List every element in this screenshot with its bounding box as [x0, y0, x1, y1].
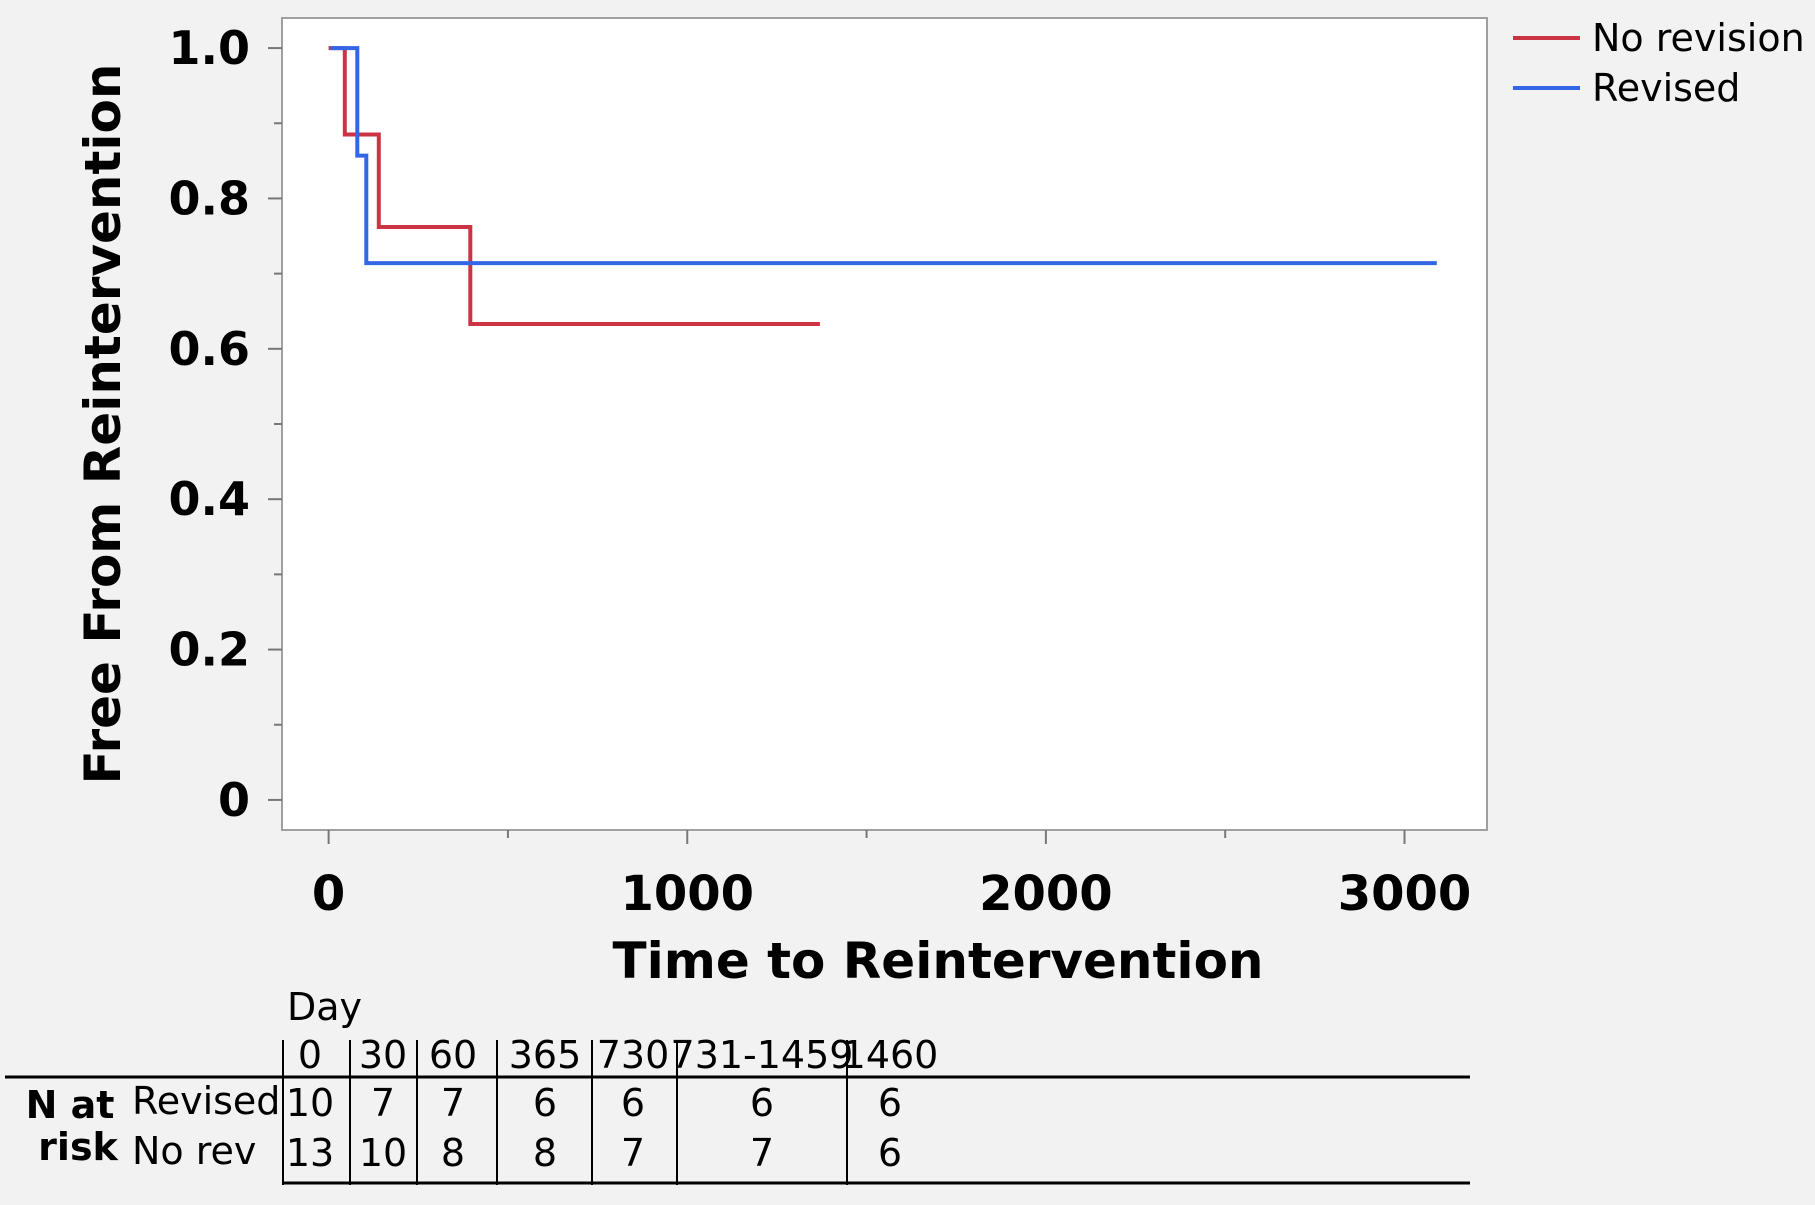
risk-cell: 7 [621, 1131, 645, 1175]
risk-column-header: 0 [298, 1033, 322, 1077]
series-layer [328, 46, 1437, 326]
risk-header-label: Day [287, 985, 362, 1029]
y-tick-label: 1.0 [169, 21, 251, 75]
risk-cell: 7 [441, 1081, 465, 1125]
x-axis: 0 1000 2000 3000 [312, 830, 1471, 922]
x-tick-label: 3000 [1338, 866, 1472, 922]
risk-cell: 13 [286, 1131, 334, 1175]
risk-row-label: No rev [132, 1129, 256, 1173]
risk-column-header: 731-1459 [671, 1033, 854, 1077]
risk-cell: 10 [359, 1131, 407, 1175]
risk-column-header: 365 [509, 1033, 582, 1077]
legend-label: Revised [1592, 66, 1740, 110]
risk-cell: 10 [286, 1081, 334, 1125]
risk-cell: 7 [371, 1081, 395, 1125]
y-tick-label: 0.2 [169, 623, 251, 677]
risk-cell: 7 [750, 1131, 774, 1175]
x-tick-label: 2000 [979, 866, 1113, 922]
risk-cell: 6 [621, 1081, 645, 1125]
y-axis: 0 0.2 0.4 0.6 0.8 1.0 [169, 21, 282, 827]
legend-label: No revision [1592, 16, 1805, 60]
legend: No revision Revised [1513, 16, 1805, 110]
y-tick-label: 0 [218, 773, 250, 827]
x-tick-label: 1000 [620, 866, 754, 922]
series-line-no-revision [328, 46, 820, 326]
series-line-revised [330, 46, 1437, 266]
risk-cell: 8 [441, 1131, 465, 1175]
risk-column-header: 730 [597, 1033, 670, 1077]
risk-column-header: 60 [429, 1033, 477, 1077]
risk-title: N at [26, 1083, 115, 1127]
risk-cell: 6 [750, 1081, 774, 1125]
y-tick-label: 0.6 [169, 322, 251, 376]
risk-cell: 6 [878, 1081, 902, 1125]
risk-column-header: 1460 [842, 1033, 939, 1077]
x-tick-label: 0 [312, 866, 345, 922]
y-axis-title: Free From Reintervention [74, 63, 132, 784]
risk-cell: 6 [878, 1131, 902, 1175]
y-tick-label: 0.4 [169, 472, 251, 526]
risk-row-label: Revised [132, 1079, 280, 1123]
risk-column-header: 30 [359, 1033, 407, 1077]
x-axis-title: Time to Reintervention [612, 932, 1263, 990]
plot-area [281, 17, 1488, 831]
risk-title: risk [38, 1125, 118, 1169]
y-tick-label: 0.8 [169, 171, 251, 225]
risk-cell: 8 [533, 1131, 557, 1175]
risk-cell: 6 [533, 1081, 557, 1125]
